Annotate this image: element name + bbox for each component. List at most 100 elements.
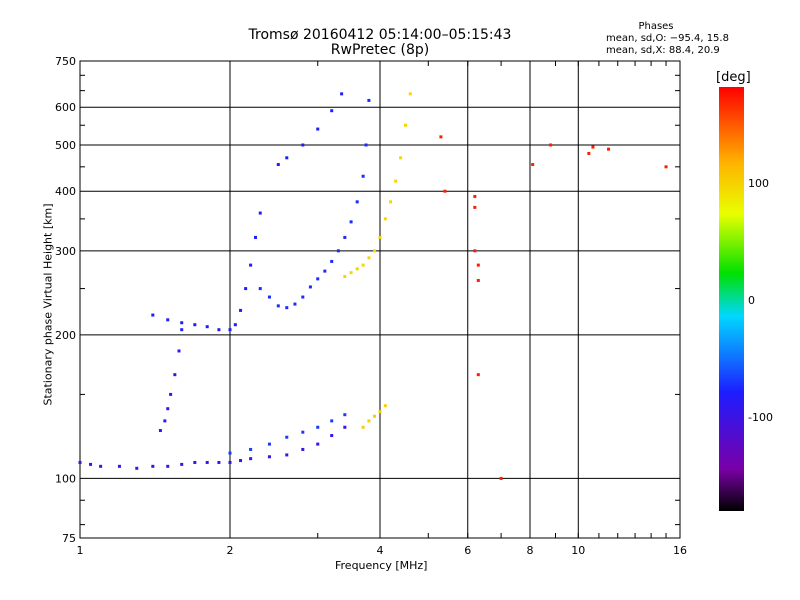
echo-point [301,447,305,451]
echo-point [301,430,305,434]
echo-point [499,476,503,480]
y-tick-label: 75 [62,532,76,545]
echo-point [169,392,173,396]
echo-point [408,92,412,96]
echo-point [117,464,121,468]
echo-point [361,425,365,429]
echo-point [158,429,162,433]
echo-point [301,143,305,147]
x-tick-label: 1 [77,544,84,557]
echo-point [316,442,320,446]
echo-point [473,249,477,253]
echo-point [343,235,347,239]
x-tick-label: 4 [377,544,384,557]
echo-point [180,321,184,325]
chart-subtitle: RwPretec (8p) [330,42,430,58]
echo-point [293,302,297,306]
y-tick-label: 100 [55,472,76,485]
echo-point [276,304,280,308]
echo-point [151,464,155,468]
echo-point [258,287,262,291]
echo-point [285,453,289,457]
echo-point [340,92,344,96]
echo-point [378,410,382,414]
echo-point [180,462,184,466]
x-tick-label: 2 [227,544,234,557]
echo-point [285,306,289,310]
echo-point [343,425,347,429]
echo-point [316,425,320,429]
y-tick-label: 750 [55,55,76,68]
echo-point [473,205,477,209]
echo-point [180,328,184,332]
echo-point [217,460,221,464]
echo-point [476,373,480,377]
y-tick-label: 300 [55,245,76,258]
echo-point [267,455,271,459]
echo-point [383,217,387,221]
echo-point [378,235,382,239]
echo-point [173,373,177,377]
echo-point [193,323,197,327]
x-axis-label: Frequency [MHz] [335,559,428,572]
echo-point [205,325,209,329]
y-tick-label: 600 [55,101,76,114]
echo-point [166,407,170,411]
echo-point [308,285,312,289]
echo-point [443,189,447,193]
y-tick-label: 400 [55,185,76,198]
echo-point [267,295,271,299]
echo-point [217,328,221,332]
echo-point [239,459,243,463]
echo-point [473,194,477,198]
echo-point [343,413,347,417]
echo-point [591,145,595,149]
echo-point [587,151,591,155]
echo-points [78,92,668,480]
echo-point [439,135,443,139]
echo-point [239,308,243,312]
echo-point [166,464,170,468]
echo-point [330,434,334,438]
x-tick-label: 16 [673,544,687,557]
echo-point [249,447,253,451]
x-tick-label: 6 [464,544,471,557]
echo-point [135,466,139,470]
echo-point [336,249,340,253]
y-tick-label: 500 [55,139,76,152]
echo-point [276,163,280,167]
echo-point [316,127,320,131]
echo-point [316,277,320,281]
echo-point [330,109,334,113]
echo-point [151,313,155,317]
echo-point [258,211,262,215]
x-tick-label: 8 [527,544,534,557]
echo-point [253,235,257,239]
echo-point [205,460,209,464]
echo-point [330,259,334,263]
echo-point [177,349,181,353]
echo-point [664,165,668,169]
echo-point [476,263,480,267]
echo-point [228,451,232,455]
x-tick-labels: 1 2 4 6 8 10 16 [77,544,688,557]
echo-point [373,414,377,418]
echo-point [403,123,407,127]
echo-point [361,174,365,178]
axis-ticks [79,61,681,538]
echo-point [249,263,253,267]
echo-point [549,143,553,147]
echo-point [367,256,371,260]
y-tick-labels: 75 100 200 300 400 500 600 750 [55,55,76,545]
echo-point [166,318,170,322]
echo-point [228,328,232,332]
echo-point [267,442,271,446]
colorbar-tick-100: 100 [748,177,769,190]
echo-point [361,263,365,267]
colorbar-tick-0: 0 [748,294,755,307]
echo-point [476,278,480,282]
phase-colorbar [719,87,744,511]
echo-point [228,460,232,464]
echo-point [383,404,387,408]
echo-point [531,163,535,167]
